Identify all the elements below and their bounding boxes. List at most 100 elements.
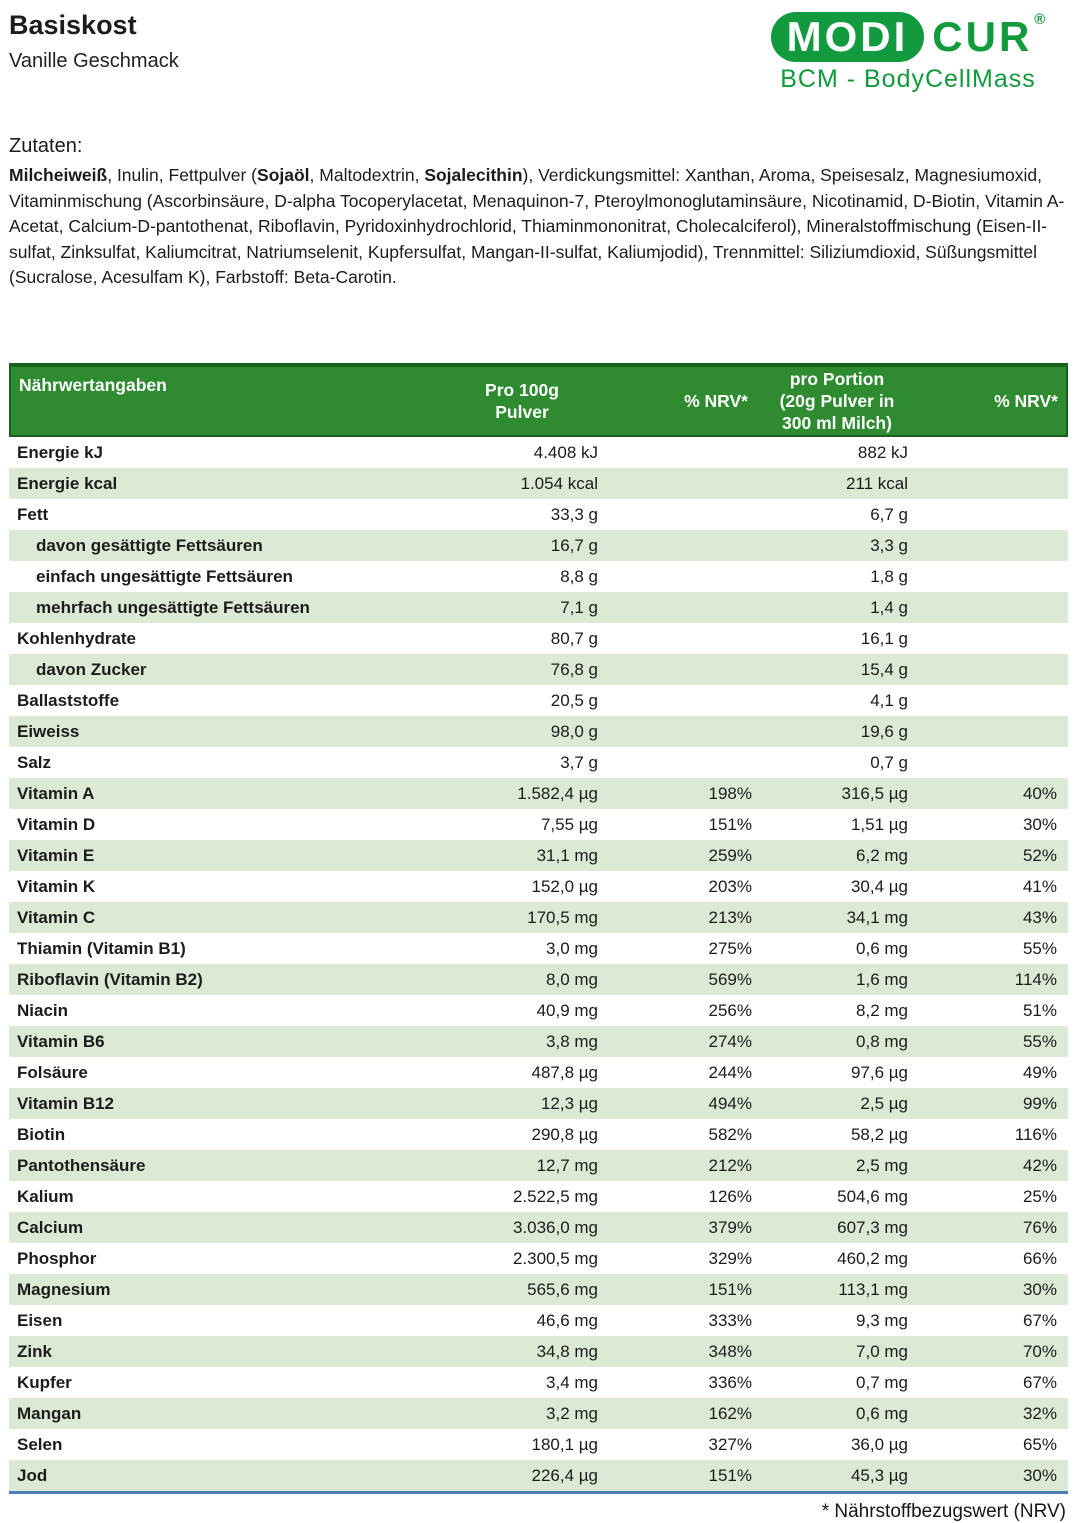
- table-row: Vitamin E 31,1 mg 259% 6,2 mg 52%: [9, 839, 1068, 871]
- cell-nrv-100g: [610, 592, 758, 623]
- cell-per-portion: 113,1 mg: [838, 1279, 908, 1299]
- cell-nrv-portion: [920, 437, 1068, 468]
- header-nrv-1: % NRV*: [684, 390, 748, 411]
- table-row: Niacin 40,9 mg 256% 8,2 mg 51%: [9, 995, 1068, 1026]
- table-row: einfach ungesättigte Fettsäuren 8,8 g 1,8 …: [9, 561, 1068, 592]
- cell-nrv-100g: 151%: [708, 814, 752, 834]
- cell-nrv-portion: 25%: [1022, 1186, 1057, 1206]
- cell-per-portion: 2,5 mg: [856, 1155, 908, 1175]
- cell-nrv-portion: [920, 654, 1068, 685]
- cell-nrv-100g: 151%: [708, 1465, 752, 1485]
- cell-nrv-portion: 30%: [1022, 1465, 1057, 1485]
- product-title: Basiskost: [9, 10, 137, 40]
- cell-nrv-portion: [920, 561, 1068, 592]
- cell-nutrient-name: Biotin: [17, 1124, 66, 1144]
- cell-per-100g: 290,8 µg: [531, 1124, 598, 1144]
- cell-per-portion: 2,5 µg: [860, 1093, 908, 1113]
- title-block: Basiskost Vanille Geschmack: [9, 6, 179, 73]
- cell-per-100g: 3,8 mg: [546, 1031, 598, 1051]
- cell-per-100g: 4.408 kJ: [533, 442, 598, 462]
- cell-per-100g: 34,8 mg: [536, 1341, 598, 1361]
- cell-nrv-100g: [610, 468, 758, 499]
- table-row: Vitamin B6 3,8 mg 274% 0,8 mg 55%: [9, 1025, 1068, 1057]
- table-row: Fett 33,3 g 6,7 g: [9, 499, 1068, 530]
- header-per-100g: Pro 100g Pulver: [485, 379, 559, 422]
- cell-per-100g: 7,1 g: [560, 597, 598, 617]
- table-row: Vitamin D 7,55 µg 151% 1,51 µg 30%: [9, 809, 1068, 840]
- cell-per-100g: 1.054 kcal: [520, 473, 599, 493]
- cell-per-portion: 4,1 g: [870, 690, 908, 710]
- ingredient-allergen: Sojalecithin: [424, 165, 523, 185]
- ingredient-allergen: Milcheiweiß: [9, 165, 108, 185]
- cell-per-100g: 98,0 g: [550, 721, 598, 741]
- cell-nutrient-name: Kalium: [17, 1186, 74, 1206]
- cell-nrv-100g: [610, 685, 758, 716]
- cell-per-100g: 8,0 mg: [546, 969, 598, 989]
- logo-cur-text: CUR: [932, 13, 1033, 60]
- cell-per-100g: 33,3 g: [550, 504, 598, 524]
- cell-per-portion: 0,6 mg: [856, 938, 908, 958]
- cell-nrv-portion: [920, 623, 1068, 654]
- cell-per-100g: 3,7 g: [560, 752, 598, 772]
- cell-nutrient-name: Calcium: [17, 1217, 84, 1237]
- cell-nrv-100g: 327%: [708, 1434, 752, 1454]
- table-row: Kupfer 3,4 mg 336% 0,7 mg 67%: [9, 1367, 1068, 1398]
- cell-nrv-100g: [610, 530, 758, 561]
- cell-nutrient-name: Vitamin B6: [17, 1031, 105, 1051]
- cell-per-100g: 3,4 mg: [546, 1372, 598, 1392]
- cell-per-portion: 30,4 µg: [850, 876, 908, 896]
- cell-per-portion: 6,2 mg: [856, 845, 908, 865]
- cell-per-100g: 12,3 µg: [540, 1093, 598, 1113]
- table-row: Riboflavin (Vitamin B2) 8,0 mg 569% 1,6 mg 1…: [9, 963, 1068, 995]
- cell-nrv-portion: 42%: [1022, 1155, 1057, 1175]
- cell-nutrient-name: Pantothensäure: [17, 1155, 146, 1175]
- table-row: Magnesium 565,6 mg 151% 113,1 mg 30%: [9, 1273, 1068, 1305]
- cell-per-100g: 226,4 µg: [531, 1465, 598, 1485]
- table-row: Folsäure 487,8 µg 244% 97,6 µg 49%: [9, 1057, 1068, 1088]
- cell-nutrient-name: Vitamin E: [17, 845, 95, 865]
- cell-nrv-portion: 67%: [1022, 1310, 1057, 1330]
- cell-nrv-portion: [920, 592, 1068, 623]
- brand-tagline: BCM - BodyCellMass: [780, 65, 1036, 93]
- nutrition-table-body: Energie kJ 4.408 kJ 882 kJ Energie kcal 1.05…: [9, 437, 1068, 1491]
- cell-nutrient-name: Salz: [17, 752, 52, 772]
- table-row: Energie kJ 4.408 kJ 882 kJ: [9, 437, 1068, 468]
- cell-per-100g: 31,1 mg: [536, 845, 598, 865]
- cell-nutrient-name: Selen: [17, 1434, 63, 1454]
- cell-nrv-100g: 333%: [708, 1310, 752, 1330]
- table-row: Vitamin C 170,5 mg 213% 34,1 mg 43%: [9, 901, 1068, 933]
- cell-per-100g: 40,9 mg: [536, 1000, 598, 1020]
- cell-per-portion: 7,0 mg: [856, 1341, 908, 1361]
- cell-per-portion: 34,1 mg: [846, 907, 908, 927]
- cell-per-portion: 45,3 µg: [850, 1465, 908, 1485]
- cell-nrv-100g: 213%: [708, 907, 752, 927]
- table-row: Mangan 3,2 mg 162% 0,6 mg 32%: [9, 1397, 1068, 1429]
- table-row: Vitamin A 1.582,4 µg 198% 316,5 µg 40%: [9, 777, 1068, 809]
- cell-nutrient-name: Riboflavin (Vitamin B2): [17, 969, 203, 989]
- cell-per-portion: 16,1 g: [860, 628, 908, 648]
- cell-nrv-portion: 41%: [1022, 876, 1057, 896]
- cell-nrv-portion: 116%: [1014, 1124, 1057, 1144]
- cell-per-portion: 0,8 mg: [856, 1031, 908, 1051]
- table-row: Biotin 290,8 µg 582% 58,2 µg 116%: [9, 1119, 1068, 1150]
- cell-per-portion: 0,7 g: [870, 752, 908, 772]
- cell-per-portion: 1,51 µg: [850, 814, 908, 834]
- cell-nrv-portion: 43%: [1022, 907, 1057, 927]
- table-row: Energie kcal 1.054 kcal 211 kcal: [9, 467, 1068, 499]
- cell-nrv-100g: 259%: [708, 845, 752, 865]
- cell-nutrient-name: Folsäure: [17, 1062, 88, 1082]
- ingredient-text: , Inulin, Fettpulver (: [107, 165, 258, 185]
- cell-nutrient-name: Energie kcal: [17, 473, 118, 493]
- cell-nutrient-name: mehrfach ungesättigte Fettsäuren: [36, 597, 310, 617]
- cell-nrv-100g: 275%: [708, 938, 752, 958]
- ingredient-allergen: Sojaöl: [257, 165, 310, 185]
- cell-per-100g: 46,6 mg: [536, 1310, 598, 1330]
- cell-nrv-100g: 256%: [708, 1000, 752, 1020]
- cell-nrv-portion: 32%: [1022, 1403, 1057, 1423]
- cell-nutrient-name: Zink: [17, 1341, 52, 1361]
- cell-per-portion: 9,3 mg: [856, 1310, 908, 1330]
- ingredient-text: ), Verdickungsmittel: Xanthan, Aroma, Sp…: [9, 165, 1065, 287]
- table-row: Salz 3,7 g 0,7 g: [9, 747, 1068, 778]
- cell-nutrient-name: Fett: [17, 504, 49, 524]
